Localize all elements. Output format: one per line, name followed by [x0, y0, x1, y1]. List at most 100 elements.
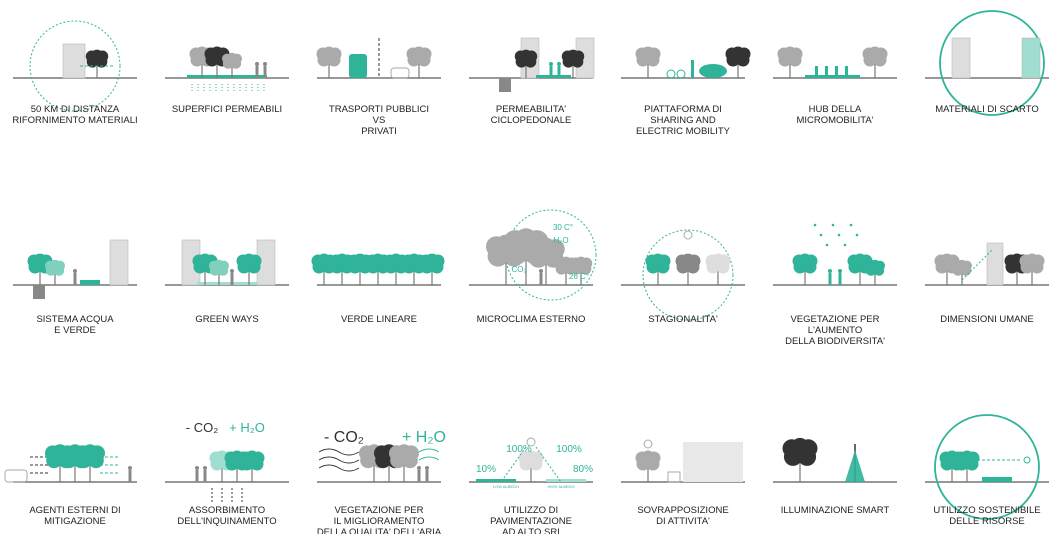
strip [80, 280, 100, 285]
icon-label: H₂O [553, 236, 568, 245]
building [952, 38, 970, 78]
infographic: 50 KM DI DISTANZARIFORNIMENTO MATERIALIS… [0, 0, 1049, 534]
basin [33, 285, 45, 299]
person-head [128, 466, 132, 470]
caption: DELLA QUALITA' DELL'ARIA [317, 527, 442, 534]
icon-label: 80% [573, 464, 593, 475]
scooter [845, 66, 848, 78]
foliage [648, 452, 661, 465]
caption: DELLE RISORSE [949, 516, 1025, 527]
person-body [540, 273, 543, 285]
light-cone [845, 450, 865, 482]
caption: AGENTI ESTERNI DI [29, 505, 120, 516]
foliage [646, 255, 659, 268]
bird [826, 244, 829, 247]
person-head [230, 269, 234, 273]
caption: VEGETAZIONE PER [334, 505, 423, 516]
strip [476, 479, 516, 482]
charger [691, 60, 694, 78]
icon-label: - CO₂ [186, 420, 219, 435]
caption: AD ALTO SRI [502, 527, 560, 534]
person-head [557, 62, 561, 66]
caption: MATERIALI DI SCARTO [935, 104, 1038, 115]
foliage [222, 54, 232, 64]
person-body [418, 470, 421, 482]
foliage [955, 452, 968, 465]
foliage [865, 261, 875, 271]
strip [982, 477, 1012, 482]
person-head [828, 269, 832, 273]
scooter [815, 66, 818, 78]
icon-label: - CO₂ [324, 429, 364, 446]
foliage [329, 48, 342, 61]
icon [312, 254, 445, 286]
foliage [384, 255, 397, 268]
foliage [317, 48, 330, 61]
caption: GREEN WAYS [195, 314, 258, 325]
foliage [75, 445, 91, 461]
foliage [366, 255, 379, 268]
bird [844, 244, 847, 247]
caption: ILLUMINAZIONE SMART [781, 505, 890, 516]
foliage [1032, 255, 1045, 268]
caption: PRIVATI [361, 126, 397, 137]
foliage [205, 48, 218, 61]
icon [621, 47, 751, 79]
caption: TRASPORTI PUBBLICI [329, 104, 429, 115]
caption: PERMEABILITA' [496, 104, 566, 115]
person-head [203, 466, 207, 470]
icon [621, 440, 745, 482]
icon-label: HIGH ALBEDO [547, 484, 574, 489]
foliage [89, 445, 105, 461]
caption: IL MIGLIORAMENTO [334, 516, 425, 527]
caption: ELECTRIC MOBILITY [636, 126, 731, 137]
foliage [790, 48, 803, 61]
foliage [312, 255, 325, 268]
foliage [526, 51, 538, 63]
foliage [688, 255, 701, 268]
building [987, 243, 1003, 285]
foliage [45, 445, 61, 461]
caption: E VERDE [54, 325, 96, 336]
icon: - CO₂+ H₂O [165, 420, 289, 502]
car [391, 68, 409, 78]
caption: ASSORBIMENTO [189, 505, 265, 516]
foliage [527, 239, 547, 259]
foliage [783, 439, 801, 457]
foliage [60, 445, 76, 461]
icon-label: + H₂O [402, 429, 446, 446]
caption: SISTEMA ACQUA [36, 314, 114, 325]
foliage [402, 255, 415, 268]
bus [349, 54, 367, 78]
bird [814, 224, 817, 227]
foliage [389, 445, 405, 461]
bird [850, 224, 853, 227]
caption: 50 KM DI DISTANZA [31, 104, 120, 115]
person-body [426, 470, 429, 482]
foliage [359, 445, 375, 461]
caption: VEGETAZIONE PER [790, 314, 879, 325]
icon [317, 38, 442, 78]
icon [925, 415, 1049, 519]
person-body [839, 273, 842, 285]
foliage [237, 255, 250, 268]
foliage [778, 48, 791, 61]
bike [667, 70, 675, 78]
building [1022, 38, 1040, 78]
icon [5, 444, 137, 482]
foliage [531, 452, 544, 465]
caption: PIATTAFORMA DI [644, 104, 722, 115]
car [5, 470, 27, 482]
icon-label: 100% [556, 444, 582, 455]
icon [13, 240, 137, 299]
icon-label: 100% [506, 444, 532, 455]
foliage [952, 261, 962, 271]
caption: UTILIZZO SOSTENIBILE [933, 505, 1040, 516]
foliage [219, 261, 229, 271]
foliage [1020, 255, 1033, 268]
foliage [875, 48, 888, 61]
foliage [407, 48, 420, 61]
icon [165, 47, 289, 93]
foliage [240, 452, 253, 465]
foliage [793, 255, 806, 268]
